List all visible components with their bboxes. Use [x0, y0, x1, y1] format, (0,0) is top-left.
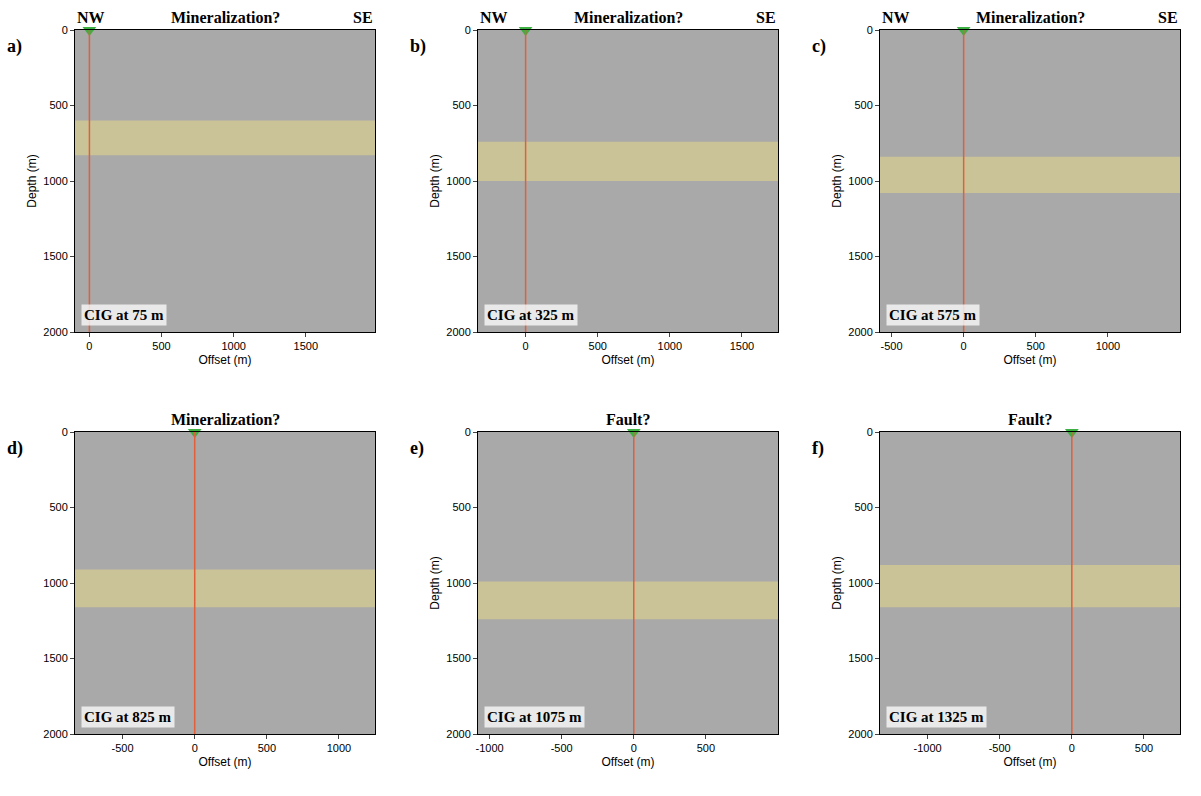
svg-text:Depth (m): Depth (m)	[428, 556, 442, 609]
svg-text:0: 0	[867, 426, 873, 438]
svg-text:a): a)	[7, 36, 22, 57]
svg-text:0: 0	[465, 426, 471, 438]
svg-text:1000: 1000	[658, 340, 682, 352]
svg-text:0: 0	[86, 340, 92, 352]
svg-text:Offset (m): Offset (m)	[601, 353, 654, 367]
svg-text:0: 0	[961, 340, 967, 352]
svg-text:CIG at 575 m: CIG at 575 m	[889, 307, 977, 323]
svg-text:0: 0	[465, 24, 471, 36]
svg-text:2000: 2000	[446, 326, 470, 338]
svg-text:-1000: -1000	[475, 742, 503, 754]
svg-text:Depth (m): Depth (m)	[428, 154, 442, 207]
svg-text:-500: -500	[551, 742, 573, 754]
svg-text:500: 500	[452, 501, 470, 513]
svg-text:1000: 1000	[1096, 340, 1120, 352]
svg-text:0: 0	[62, 426, 68, 438]
svg-text:2000: 2000	[43, 728, 67, 740]
svg-text:Offset (m): Offset (m)	[198, 353, 251, 367]
svg-text:500: 500	[49, 501, 67, 513]
svg-text:1500: 1500	[43, 250, 67, 262]
svg-text:1500: 1500	[446, 250, 470, 262]
svg-text:1500: 1500	[848, 652, 872, 664]
svg-text:0: 0	[631, 742, 637, 754]
svg-text:1500: 1500	[730, 340, 754, 352]
svg-text:2000: 2000	[43, 326, 67, 338]
svg-text:Fault?: Fault?	[606, 411, 650, 428]
svg-text:f): f)	[812, 438, 824, 459]
svg-text:1500: 1500	[446, 652, 470, 664]
svg-text:Mineralization?: Mineralization?	[574, 9, 683, 26]
svg-text:SE: SE	[1158, 9, 1178, 26]
svg-text:Offset (m): Offset (m)	[601, 755, 654, 769]
svg-text:Offset (m): Offset (m)	[1003, 353, 1056, 367]
svg-text:0: 0	[62, 24, 68, 36]
svg-text:2000: 2000	[848, 728, 872, 740]
svg-text:500: 500	[1027, 340, 1045, 352]
svg-text:1000: 1000	[446, 175, 470, 187]
svg-text:0: 0	[192, 742, 198, 754]
svg-text:-500: -500	[112, 742, 134, 754]
svg-text:c): c)	[812, 36, 826, 57]
svg-text:CIG at 75 m: CIG at 75 m	[84, 307, 164, 323]
svg-text:NW: NW	[882, 9, 910, 26]
svg-text:2000: 2000	[848, 326, 872, 338]
svg-text:CIG at 825 m: CIG at 825 m	[84, 709, 172, 725]
svg-text:1000: 1000	[43, 175, 67, 187]
svg-text:0: 0	[867, 24, 873, 36]
svg-text:500: 500	[589, 340, 607, 352]
svg-text:1000: 1000	[446, 577, 470, 589]
svg-text:e): e)	[410, 438, 424, 459]
svg-text:2000: 2000	[446, 728, 470, 740]
svg-text:500: 500	[152, 340, 170, 352]
svg-text:1000: 1000	[221, 340, 245, 352]
svg-text:NW: NW	[480, 9, 508, 26]
svg-text:0: 0	[1069, 742, 1075, 754]
svg-text:-1000: -1000	[914, 742, 942, 754]
svg-text:1000: 1000	[848, 175, 872, 187]
svg-text:1000: 1000	[848, 577, 872, 589]
svg-text:-500: -500	[989, 742, 1011, 754]
svg-text:500: 500	[854, 99, 872, 111]
svg-text:CIG at 1075 m: CIG at 1075 m	[487, 709, 582, 725]
svg-text:Mineralization?: Mineralization?	[171, 411, 280, 428]
svg-text:b): b)	[410, 36, 426, 57]
svg-text:Offset (m): Offset (m)	[1003, 755, 1056, 769]
svg-text:500: 500	[854, 501, 872, 513]
svg-text:Fault?: Fault?	[1008, 411, 1052, 428]
svg-text:Mineralization?: Mineralization?	[171, 9, 280, 26]
svg-text:500: 500	[452, 99, 470, 111]
svg-text:1000: 1000	[327, 742, 351, 754]
svg-text:Depth (m): Depth (m)	[830, 556, 844, 609]
svg-text:SE: SE	[756, 9, 776, 26]
svg-text:Offset (m): Offset (m)	[198, 755, 251, 769]
svg-text:NW: NW	[77, 9, 105, 26]
svg-text:500: 500	[258, 742, 276, 754]
svg-text:Depth (m): Depth (m)	[830, 154, 844, 207]
svg-text:SE: SE	[353, 9, 373, 26]
svg-text:500: 500	[49, 99, 67, 111]
svg-text:500: 500	[1135, 742, 1153, 754]
svg-text:1500: 1500	[43, 652, 67, 664]
svg-text:CIG at 325 m: CIG at 325 m	[487, 307, 575, 323]
svg-text:Mineralization?: Mineralization?	[976, 9, 1085, 26]
svg-text:500: 500	[697, 742, 715, 754]
svg-text:-500: -500	[881, 340, 903, 352]
svg-text:0: 0	[523, 340, 529, 352]
svg-text:1000: 1000	[43, 577, 67, 589]
svg-text:1500: 1500	[848, 250, 872, 262]
svg-text:CIG at 1325 m: CIG at 1325 m	[889, 709, 984, 725]
svg-text:Depth (m): Depth (m)	[25, 154, 39, 207]
svg-text:1500: 1500	[294, 340, 318, 352]
svg-text:d): d)	[7, 438, 23, 459]
